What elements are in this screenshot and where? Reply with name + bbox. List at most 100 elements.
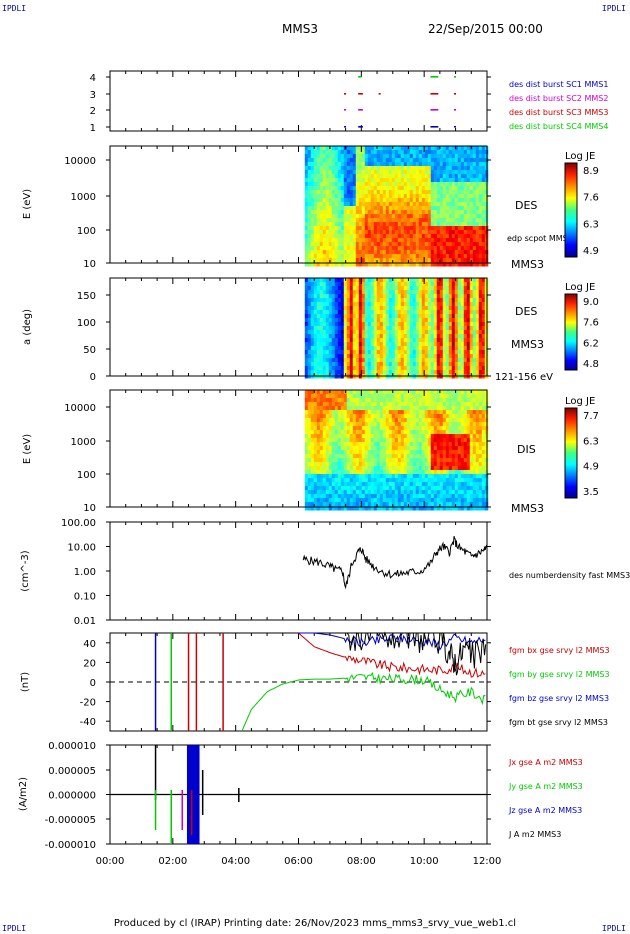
burst-legend-1: des dist burst SC1 MMS1 [509, 80, 608, 89]
density-series-label: des numberdensity fast MMS3 [509, 571, 630, 580]
des-pitch-colorbar-tick-label: 4.8 [583, 359, 599, 370]
footer-credit: Produced by cl (IRAP) Printing date: 26/… [113, 918, 517, 929]
des-energy-label-instrument: DES [515, 199, 537, 212]
density-ylabel: (cm^-3) [20, 550, 31, 591]
des-pitch-panel-ytick-label: 0 [90, 372, 96, 383]
density-series-line [302, 535, 488, 590]
burst-mark [378, 93, 381, 95]
burst-mark [344, 109, 347, 111]
date-title: 22/Sep/2015 00:00 [428, 22, 543, 36]
density-panel-ytick-label: 0.10 [74, 592, 96, 603]
des-pitch-panel-ytick-label: 100 [77, 318, 96, 329]
dis-energy-panel-ytick-label: 10 [83, 503, 96, 514]
des-pitch-ylabel: a (deg) [22, 309, 33, 345]
des-energy-panel-ytick-label: 10 [83, 259, 96, 270]
corner-mark-bl: IPDLI [2, 924, 27, 933]
des-energy-label-sc: MMS3 [511, 258, 544, 271]
bfield-series-4-label: fgm bt gse srvy l2 MMS3 [509, 718, 608, 727]
dis-energy-label-instrument: DIS [517, 443, 536, 456]
bfield-ylabel: (nT) [20, 672, 31, 692]
des-energy-colorbar-tick-label: 8.9 [583, 166, 599, 177]
density-panel-ytick-label: 100.00 [61, 518, 96, 529]
des-energy-colorbar-tick-label: 4.9 [583, 246, 599, 257]
des-energy-colorbar-tick-label: 6.3 [583, 219, 599, 230]
dis-energy-colorbar-title: Log JE [565, 396, 595, 407]
burst-mark [344, 126, 347, 128]
des-energy-colorbar-tick-label: 7.6 [583, 193, 599, 204]
dis-energy-colorbar-tick-label: 6.3 [583, 436, 599, 447]
time-axis-label: 08:00 [347, 856, 376, 867]
des-pitch-energy-range: 121-156 eV [495, 372, 553, 383]
density-panel-ytick-label: 0.01 [74, 616, 96, 627]
bfield-panel-ytick-label: 20 [83, 658, 96, 669]
des-pitch-colorbar-tick-label: 7.6 [583, 318, 599, 329]
burst-mark [358, 109, 363, 111]
corner-mark-tr: IPDLI [601, 4, 626, 13]
burst-panel-frame [109, 70, 488, 132]
burst-mark [454, 109, 457, 111]
current-ylabel: (A/m2) [18, 777, 29, 811]
burst-mark [454, 126, 457, 128]
des-energy-colorbar-title: Log JE [565, 151, 595, 162]
des-energy-colorbar [564, 162, 578, 258]
des-energy-panel-ytick-label: 1000 [71, 192, 96, 203]
burst-mark [358, 126, 363, 128]
dis-energy-colorbar-tick-label: 4.9 [583, 462, 599, 473]
des-pitch-colorbar-tick-label: 6.2 [583, 338, 599, 349]
time-axis-label: 06:00 [284, 856, 313, 867]
current-panel-ytick-label: 0.000010 [48, 741, 96, 752]
current-series-3-label: Jz gse A m2 MMS3 [508, 806, 582, 815]
burst-legend-2: des dist burst SC2 MMS2 [509, 94, 608, 103]
bfield-series-3-label: fgm bz gse srvy l2 MMS3 [509, 694, 609, 703]
des-pitch-heatmap [304, 278, 489, 379]
time-axis-label: 04:00 [221, 856, 250, 867]
current-jz-burst [186, 745, 200, 844]
dis-energy-heatmap [304, 390, 489, 511]
burst-panel-ytick-label: 3 [90, 90, 96, 101]
time-axis-label: 00:00 [96, 856, 125, 867]
des-energy-overlay-label: edp scpot MMS3 [507, 234, 573, 243]
des-energy-ylabel: E (eV) [22, 189, 33, 219]
burst-mark [454, 76, 457, 78]
des-pitch-colorbar-title: Log JE [565, 282, 595, 293]
density-panel-ytick-label: 1.00 [74, 567, 96, 578]
burst-mark [358, 76, 362, 78]
bfield-series-1-label: fgm bx gse srvy l2 MMS3 [509, 646, 610, 655]
density-panel-frame [109, 521, 488, 621]
dis-energy-ylabel: E (eV) [22, 434, 33, 464]
des-pitch-panel-ytick-label: 150 [77, 291, 96, 302]
time-axis-label: 12:00 [473, 856, 502, 867]
des-pitch-colorbar-tick-label: 9.0 [583, 297, 599, 308]
des-pitch-label-instrument: DES [515, 305, 537, 318]
des-pitch-panel-ytick-label: 50 [83, 345, 96, 356]
burst-legend-3: des dist burst SC3 MMS3 [509, 108, 608, 117]
bfield-panel-ytick-label: 0 [90, 678, 96, 689]
density-panel-ytick-label: 10.00 [67, 543, 96, 554]
corner-mark-tl: IPDLI [2, 4, 27, 13]
bfield-panel-ytick-label: -40 [80, 717, 96, 728]
burst-mark [454, 93, 457, 95]
burst-legend-4: des dist burst SC4 MMS4 [509, 122, 608, 131]
des-pitch-colorbar [564, 293, 578, 371]
current-panel-ytick-label: 0.000005 [48, 766, 96, 777]
dis-energy-label-sc: MMS3 [511, 502, 544, 515]
dis-energy-colorbar-tick-label: 3.5 [583, 487, 599, 498]
spacecraft-title: MMS3 [282, 22, 318, 36]
burst-panel-ytick-label: 1 [90, 123, 96, 134]
bfield-panel-ytick-label: -20 [80, 698, 96, 709]
des-energy-panel-ytick-label: 100 [77, 226, 96, 237]
burst-panel-ytick-label: 2 [90, 106, 96, 117]
dis-energy-panel-ytick-label: 100 [77, 470, 96, 481]
des-energy-panel-ytick-label: 10000 [64, 156, 96, 167]
dis-energy-panel-ytick-label: 10000 [64, 403, 96, 414]
time-axis-label: 10:00 [410, 856, 439, 867]
burst-mark [358, 93, 363, 95]
burst-mark [430, 76, 439, 78]
bfield-series-4-line [345, 631, 487, 676]
burst-panel-ytick-label: 4 [90, 73, 96, 84]
burst-mark [430, 93, 439, 95]
bfield-series-2-label: fgm by gse srvy l2 MMS3 [509, 670, 610, 679]
dis-energy-colorbar [564, 407, 578, 499]
current-panel-ytick-label: -0.000005 [45, 815, 96, 826]
burst-mark [430, 126, 439, 128]
